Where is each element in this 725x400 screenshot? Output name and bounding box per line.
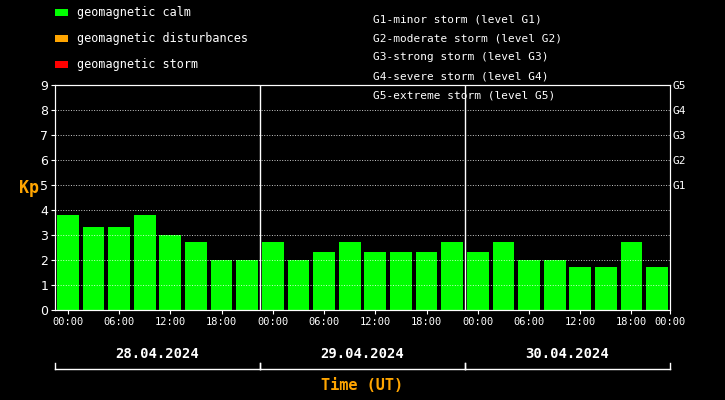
- Bar: [442, 242, 463, 310]
- Bar: [544, 260, 566, 310]
- Text: G3-strong storm (level G3): G3-strong storm (level G3): [373, 52, 549, 62]
- Bar: [57, 215, 79, 310]
- Bar: [646, 268, 668, 310]
- Bar: [390, 252, 412, 310]
- Bar: [467, 252, 489, 310]
- Text: geomagnetic calm: geomagnetic calm: [77, 6, 191, 19]
- Bar: [415, 252, 437, 310]
- Text: G1-minor storm (level G1): G1-minor storm (level G1): [373, 14, 542, 24]
- Bar: [83, 228, 104, 310]
- Bar: [313, 252, 335, 310]
- Bar: [236, 260, 258, 310]
- Bar: [492, 242, 514, 310]
- Bar: [288, 260, 310, 310]
- Bar: [621, 242, 642, 310]
- Bar: [185, 242, 207, 310]
- Bar: [211, 260, 233, 310]
- Text: geomagnetic disturbances: geomagnetic disturbances: [77, 32, 248, 45]
- Text: G2-moderate storm (level G2): G2-moderate storm (level G2): [373, 33, 563, 43]
- Bar: [569, 268, 591, 310]
- Text: G4-severe storm (level G4): G4-severe storm (level G4): [373, 72, 549, 82]
- Text: Time (UT): Time (UT): [321, 378, 404, 393]
- Bar: [339, 242, 360, 310]
- Text: 28.04.2024: 28.04.2024: [116, 347, 199, 361]
- Bar: [518, 260, 540, 310]
- Bar: [262, 242, 283, 310]
- Text: 29.04.2024: 29.04.2024: [320, 347, 405, 361]
- Bar: [160, 235, 181, 310]
- Bar: [108, 228, 130, 310]
- Bar: [595, 268, 617, 310]
- Bar: [365, 252, 386, 310]
- Y-axis label: Kp: Kp: [19, 179, 39, 198]
- Text: G5-extreme storm (level G5): G5-extreme storm (level G5): [373, 91, 555, 101]
- Text: 30.04.2024: 30.04.2024: [526, 347, 609, 361]
- Text: geomagnetic storm: geomagnetic storm: [77, 58, 198, 71]
- Bar: [134, 215, 156, 310]
